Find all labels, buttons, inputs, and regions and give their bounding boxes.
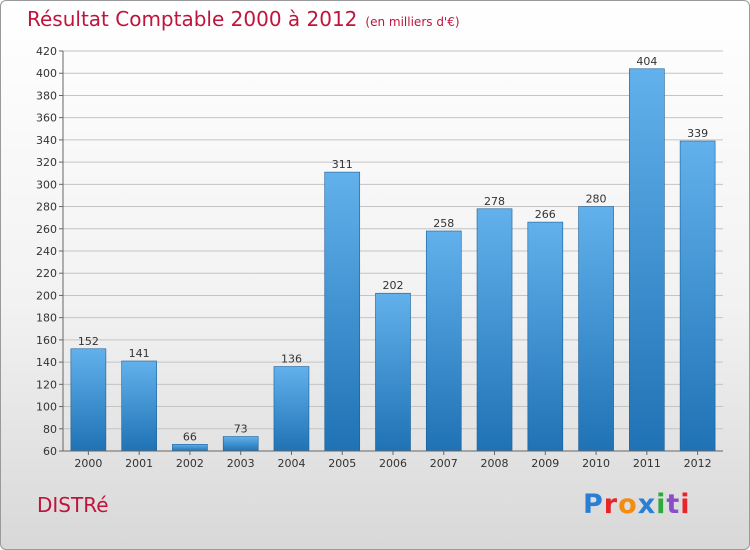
data-label-2001: 141 xyxy=(129,347,150,360)
data-label-2007: 258 xyxy=(433,217,454,230)
y-tick-label: 140 xyxy=(36,356,57,369)
y-tick-label: 360 xyxy=(36,112,57,125)
data-labels: 152 141 66 73 136 311 202 258 278 266 280 404 339 xyxy=(78,55,708,444)
y-tick-label: 200 xyxy=(36,289,57,302)
place-name: DISTRé xyxy=(37,493,109,517)
bar-2001 xyxy=(121,360,157,452)
bar-2000 xyxy=(70,348,107,452)
x-tick-label-2009: 2009 xyxy=(531,457,559,470)
logo-letter: x xyxy=(637,489,657,520)
y-tick-label: 120 xyxy=(36,378,57,391)
bar-2006 xyxy=(375,292,411,452)
x-tick-label-2001: 2001 xyxy=(125,457,153,470)
y-tick-label: 220 xyxy=(36,267,57,280)
y-tick-label: 320 xyxy=(36,156,57,169)
y-tick-label: 260 xyxy=(36,223,57,236)
chart-subtitle: (en milliers d'€) xyxy=(365,15,460,29)
logo-letter: P xyxy=(583,489,604,520)
bars xyxy=(70,68,716,452)
x-tick-label-2006: 2006 xyxy=(379,457,407,470)
data-label-2011: 404 xyxy=(636,55,657,68)
logo-letter: r xyxy=(603,489,619,520)
logo-letter: t xyxy=(666,489,681,520)
bar-2011 xyxy=(629,68,665,452)
data-label-2010: 280 xyxy=(586,193,607,206)
bar-2002 xyxy=(172,444,208,452)
y-tick-label: 300 xyxy=(36,178,57,191)
y-tick-label: 240 xyxy=(36,245,57,258)
logo-letter: i xyxy=(680,489,691,520)
bar-2007 xyxy=(425,230,462,452)
x-tick-label-2011: 2011 xyxy=(633,457,661,470)
logo-letter: o xyxy=(618,489,638,520)
y-tick-label: 60 xyxy=(43,445,57,458)
y-axis-ticks: 60 80 100 120 140 160 180 200 220 240 260 280 300 320… xyxy=(36,45,64,458)
x-tick-label-2007: 2007 xyxy=(430,457,458,470)
bar-2012 xyxy=(679,140,716,452)
data-label-2012: 339 xyxy=(687,127,708,140)
y-tick-label: 80 xyxy=(43,423,57,436)
x-tick-label-2010: 2010 xyxy=(582,457,610,470)
bar-2005 xyxy=(324,171,361,452)
x-tick-label-2000: 2000 xyxy=(74,457,102,470)
x-tick-label-2004: 2004 xyxy=(277,457,305,470)
y-tick-label: 100 xyxy=(36,401,57,414)
data-label-2003: 73 xyxy=(234,423,248,436)
x-tick-label-2012: 2012 xyxy=(684,457,712,470)
bar-2003 xyxy=(222,436,259,452)
x-tick-label-2002: 2002 xyxy=(176,457,204,470)
x-axis-ticks: 2000 2001 2002 2003 2004 2005 2006 2007 2008 2009… xyxy=(63,450,723,470)
data-label-2008: 278 xyxy=(484,195,505,208)
data-label-2005: 311 xyxy=(332,158,353,171)
x-tick-label-2005: 2005 xyxy=(328,457,356,470)
y-tick-label: 340 xyxy=(36,134,57,147)
y-tick-label: 280 xyxy=(36,201,57,214)
data-label-2002: 66 xyxy=(183,430,197,443)
bar-2004 xyxy=(273,366,310,452)
y-tick-label: 180 xyxy=(36,312,57,325)
y-tick-label: 420 xyxy=(36,45,57,58)
data-label-2000: 152 xyxy=(78,335,99,348)
y-tick-label: 400 xyxy=(36,67,57,80)
chart-title-text: Résultat Comptable 2000 à 2012 xyxy=(27,7,358,31)
data-label-2004: 136 xyxy=(281,353,302,366)
chart-title: Résultat Comptable 2000 à 2012 (en millie… xyxy=(27,7,460,31)
x-tick-label-2003: 2003 xyxy=(227,457,255,470)
proxiti-logo: Proxiti xyxy=(583,489,691,520)
logo-letter: i xyxy=(656,489,667,520)
data-label-2009: 266 xyxy=(535,208,556,221)
bar-2008 xyxy=(476,208,513,452)
bar-2010 xyxy=(578,206,614,452)
y-tick-label: 160 xyxy=(36,334,57,347)
y-tick-label: 380 xyxy=(36,89,57,102)
data-label-2006: 202 xyxy=(383,279,404,292)
x-tick-label-2008: 2008 xyxy=(481,457,509,470)
bar-2009 xyxy=(527,221,564,452)
